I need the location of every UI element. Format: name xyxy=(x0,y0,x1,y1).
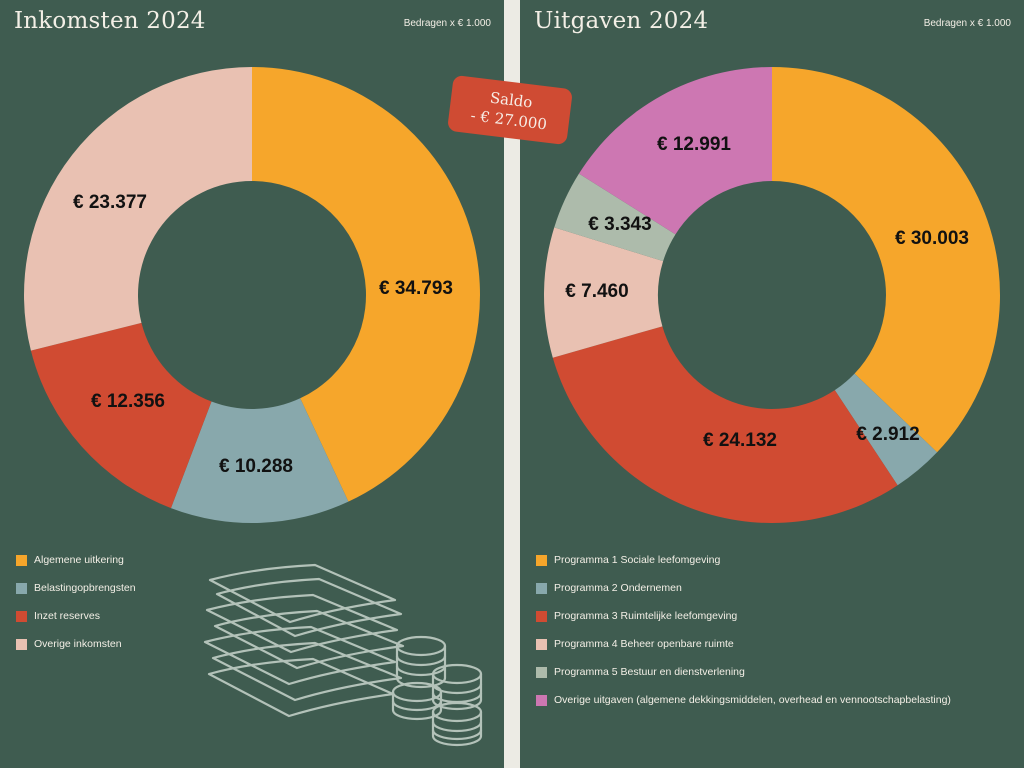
income-panel: Inkomsten 2024 Bedragen x € 1.000 € 34.7… xyxy=(0,0,504,768)
expenses-legend-item: Programma 4 Beheer openbare ruimte xyxy=(536,630,951,658)
expenses-legend-label: Programma 5 Bestuur en dienstverlening xyxy=(554,666,745,678)
expenses-legend-swatch xyxy=(536,610,547,622)
expenses-legend-label: Programma 2 Ondernemen xyxy=(554,582,682,594)
expenses-legend-swatch xyxy=(536,554,547,566)
expenses-slice-1 xyxy=(772,67,1000,453)
income-legend-swatch xyxy=(16,610,27,622)
income-legend-swatch xyxy=(16,638,27,650)
income-legend-item: Inzet reserves xyxy=(16,602,136,630)
expenses-slice-label-5: € 3.343 xyxy=(588,214,651,235)
expenses-unit-note: Bedragen x € 1.000 xyxy=(923,18,1011,29)
income-legend-label: Overige inkomsten xyxy=(34,638,122,650)
income-legend: Algemene uitkering Belastingopbrengsten In… xyxy=(16,546,136,658)
expenses-slice-label-3: € 24.132 xyxy=(703,430,777,451)
expenses-slice-label-4: € 7.460 xyxy=(565,281,628,302)
income-legend-item: Belastingopbrengsten xyxy=(16,574,136,602)
income-donut-chart: € 34.793 € 10.288 € 12.356 € 23.377 xyxy=(23,67,480,523)
income-legend-item: Overige inkomsten xyxy=(16,630,136,658)
expenses-slice-label-2: € 2.912 xyxy=(856,424,919,445)
expenses-legend-label: Programma 3 Ruimtelijke leefomgeving xyxy=(554,610,738,622)
income-slice-label-4: € 23.377 xyxy=(73,192,147,213)
expenses-legend-swatch xyxy=(536,666,547,678)
expenses-legend-swatch xyxy=(536,638,547,650)
expenses-slice-label-1: € 30.003 xyxy=(895,228,969,249)
expenses-slice-5 xyxy=(554,173,676,262)
expenses-legend-item: Programma 3 Ruimtelijke leefomgeving xyxy=(536,602,951,630)
expenses-slice-3 xyxy=(552,326,898,523)
income-legend-item: Algemene uitkering xyxy=(16,546,136,574)
expenses-legend-item: Programma 5 Bestuur en dienstverlening xyxy=(536,658,951,686)
income-slice-label-2: € 10.288 xyxy=(219,456,293,477)
expenses-legend-item: Programma 2 Ondernemen xyxy=(536,574,951,602)
expenses-legend-label: Programma 1 Sociale leefomgeving xyxy=(554,554,721,566)
expenses-legend-swatch xyxy=(536,582,547,594)
expenses-legend-label: Overige uitgaven (algemene dekkingsmidde… xyxy=(554,694,951,706)
income-slice-2 xyxy=(170,398,349,523)
expenses-legend: Programma 1 Sociale leefomgeving Programm… xyxy=(536,546,951,714)
income-legend-swatch xyxy=(16,582,27,594)
expenses-panel: Uitgaven 2024 Bedragen x € 1.000 € 30.00… xyxy=(520,0,1024,768)
expenses-legend-label: Programma 4 Beheer openbare ruimte xyxy=(554,638,734,650)
expenses-legend-item: Overige uitgaven (algemene dekkingsmidde… xyxy=(536,686,951,714)
expenses-slice-4 xyxy=(544,227,664,358)
income-unit-note: Bedragen x € 1.000 xyxy=(403,18,491,29)
money-stack-and-coins-icon xyxy=(203,563,483,747)
income-legend-label: Belastingopbrengsten xyxy=(34,582,136,594)
expenses-donut-chart: € 30.003 € 2.912 € 24.132 € 7.460 € 3.343 € 1… xyxy=(544,67,1000,523)
income-slice-label-3: € 12.356 xyxy=(91,391,165,412)
expenses-slice-label-6: € 12.991 xyxy=(657,134,731,155)
income-title: Inkomsten 2024 xyxy=(14,8,206,34)
income-slice-4 xyxy=(23,67,252,351)
income-slice-3 xyxy=(30,322,212,509)
expenses-slice-2 xyxy=(834,373,938,486)
expenses-title: Uitgaven 2024 xyxy=(534,8,709,34)
income-legend-label: Algemene uitkering xyxy=(34,554,124,566)
expenses-slice-6 xyxy=(578,67,772,235)
income-slice-label-1: € 34.793 xyxy=(379,278,453,299)
expenses-legend-swatch xyxy=(536,694,547,706)
expenses-legend-item: Programma 1 Sociale leefomgeving xyxy=(536,546,951,574)
income-slice-1 xyxy=(252,67,480,502)
income-legend-swatch xyxy=(16,554,27,566)
income-legend-label: Inzet reserves xyxy=(34,610,100,622)
